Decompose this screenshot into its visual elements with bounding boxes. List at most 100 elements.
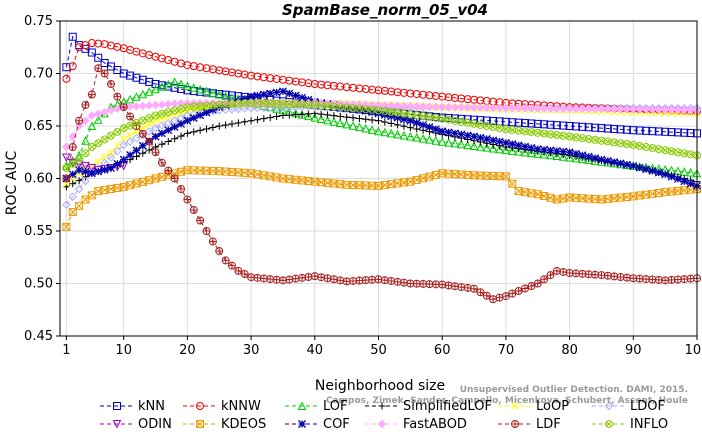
- marker-circle-x-cross: [101, 136, 108, 143]
- marker-plus: [387, 119, 395, 127]
- marker-circle-x-cross: [420, 113, 426, 119]
- marker-square-x-cross: [489, 172, 498, 180]
- marker-circle-x: [584, 135, 593, 144]
- marker-circle-plus-cross: [591, 271, 599, 279]
- marker-square-x-cross: [419, 174, 427, 183]
- marker-circle-x-cross: [496, 125, 503, 131]
- marker-circle-plus-cross: [597, 271, 605, 279]
- marker-star: [565, 148, 574, 157]
- marker-circle: [355, 84, 364, 93]
- marker-star: [298, 93, 307, 102]
- marker-plus: [378, 402, 386, 410]
- marker-circle: [329, 81, 338, 90]
- marker-circle: [266, 74, 275, 83]
- marker-circle-plus-cross: [171, 175, 179, 182]
- marker-circle-x: [310, 101, 319, 109]
- marker-diamond: [259, 103, 269, 113]
- marker-star: [552, 147, 561, 155]
- marker-circle: [259, 73, 268, 82]
- marker-circle-x: [425, 112, 434, 121]
- marker-triangle: [546, 150, 555, 160]
- legend-item-knnw: kNNW: [183, 399, 261, 414]
- marker-circle: [68, 62, 77, 71]
- marker-circle-x-cross: [95, 140, 102, 147]
- marker-square-x: [253, 170, 262, 179]
- marker-square-x: [323, 178, 332, 187]
- marker-circle-x-cross: [585, 136, 592, 142]
- marker-diamond-filled: [660, 105, 670, 114]
- marker-triangle: [361, 123, 371, 133]
- marker-square: [616, 125, 625, 134]
- marker-circle-plus-cross: [247, 273, 255, 281]
- marker-circle-x-cross: [388, 109, 395, 115]
- marker-diamond-filled: [482, 103, 491, 113]
- marker-circle-plus-cross: [158, 159, 166, 167]
- marker-circle-x-cross: [675, 149, 681, 156]
- marker-square: [565, 122, 574, 130]
- marker-square-x: [495, 172, 504, 181]
- marker-plus: [247, 117, 255, 125]
- marker-triangle: [195, 84, 205, 94]
- marker-circle-plus-cross: [546, 271, 554, 279]
- marker-circle-plus-cross: [62, 175, 70, 182]
- marker-circle-x: [278, 99, 287, 108]
- marker-square: [151, 80, 160, 88]
- marker-triangle: [367, 125, 377, 134]
- marker-square-x-cross: [444, 169, 453, 178]
- marker-triangle: [520, 147, 530, 157]
- marker-diamond-filled: [571, 104, 581, 114]
- marker-circle-x: [62, 164, 71, 172]
- marker-circle: [393, 88, 402, 97]
- marker-star: [457, 130, 466, 139]
- marker-square-x-cross: [431, 171, 440, 179]
- marker-square-x: [87, 191, 96, 200]
- marker-star: [196, 111, 205, 120]
- marker-circle-plus-cross: [209, 238, 217, 245]
- marker-diamond: [310, 102, 320, 112]
- marker-circle-plus-cross: [394, 278, 402, 286]
- marker-plus: [304, 110, 312, 118]
- series-line: [66, 90, 698, 187]
- marker-circle-x-cross: [140, 117, 146, 124]
- marker-circle-x: [412, 111, 421, 120]
- marker-diamond: [132, 133, 141, 143]
- marker-circle: [470, 95, 479, 104]
- marker-circle-x-cross: [579, 135, 586, 141]
- marker-circle-plus-cross: [636, 275, 644, 283]
- marker-diamond-filled: [667, 105, 676, 115]
- marker-star: [419, 120, 428, 129]
- marker-circle: [272, 74, 281, 83]
- marker-triangle: [482, 143, 492, 152]
- marker-plus: [209, 123, 217, 131]
- marker-circle-x: [552, 131, 561, 140]
- legend-label: LDF: [536, 417, 561, 432]
- marker-circle-x-cross: [573, 134, 579, 141]
- chart-title: SpamBase_norm_05_v04: [282, 1, 488, 19]
- legend-item-simplifiedlof: SimplifiedLOF: [365, 399, 492, 414]
- marker-plus: [400, 122, 408, 130]
- marker-circle-x-cross: [382, 108, 388, 114]
- marker-circle: [425, 91, 434, 100]
- marker-square-x: [336, 180, 345, 189]
- marker-star: [87, 169, 96, 178]
- marker-circle-x-cross: [687, 151, 694, 158]
- y-tick-label: 0.60: [24, 172, 53, 187]
- marker-triangle-down: [81, 161, 90, 171]
- marker-star: [107, 164, 115, 172]
- marker-square-x: [482, 171, 491, 180]
- marker-x: [511, 402, 519, 410]
- marker-square: [221, 90, 230, 99]
- marker-circle-plus-cross: [343, 277, 351, 285]
- legend-label: COF: [323, 417, 350, 432]
- marker-circle-x: [380, 107, 389, 116]
- marker-square-x-cross: [317, 178, 326, 187]
- marker-circle-plus-cross: [177, 185, 185, 193]
- marker-diamond-filled: [559, 104, 568, 114]
- marker-plus: [355, 115, 363, 123]
- marker-circle-x-cross: [63, 165, 70, 171]
- marker-diamond-filled: [377, 419, 387, 429]
- marker-diamond: [227, 105, 237, 114]
- marker-star: [361, 106, 370, 115]
- marker-circle: [183, 61, 192, 70]
- marker-diamond-filled: [157, 100, 167, 109]
